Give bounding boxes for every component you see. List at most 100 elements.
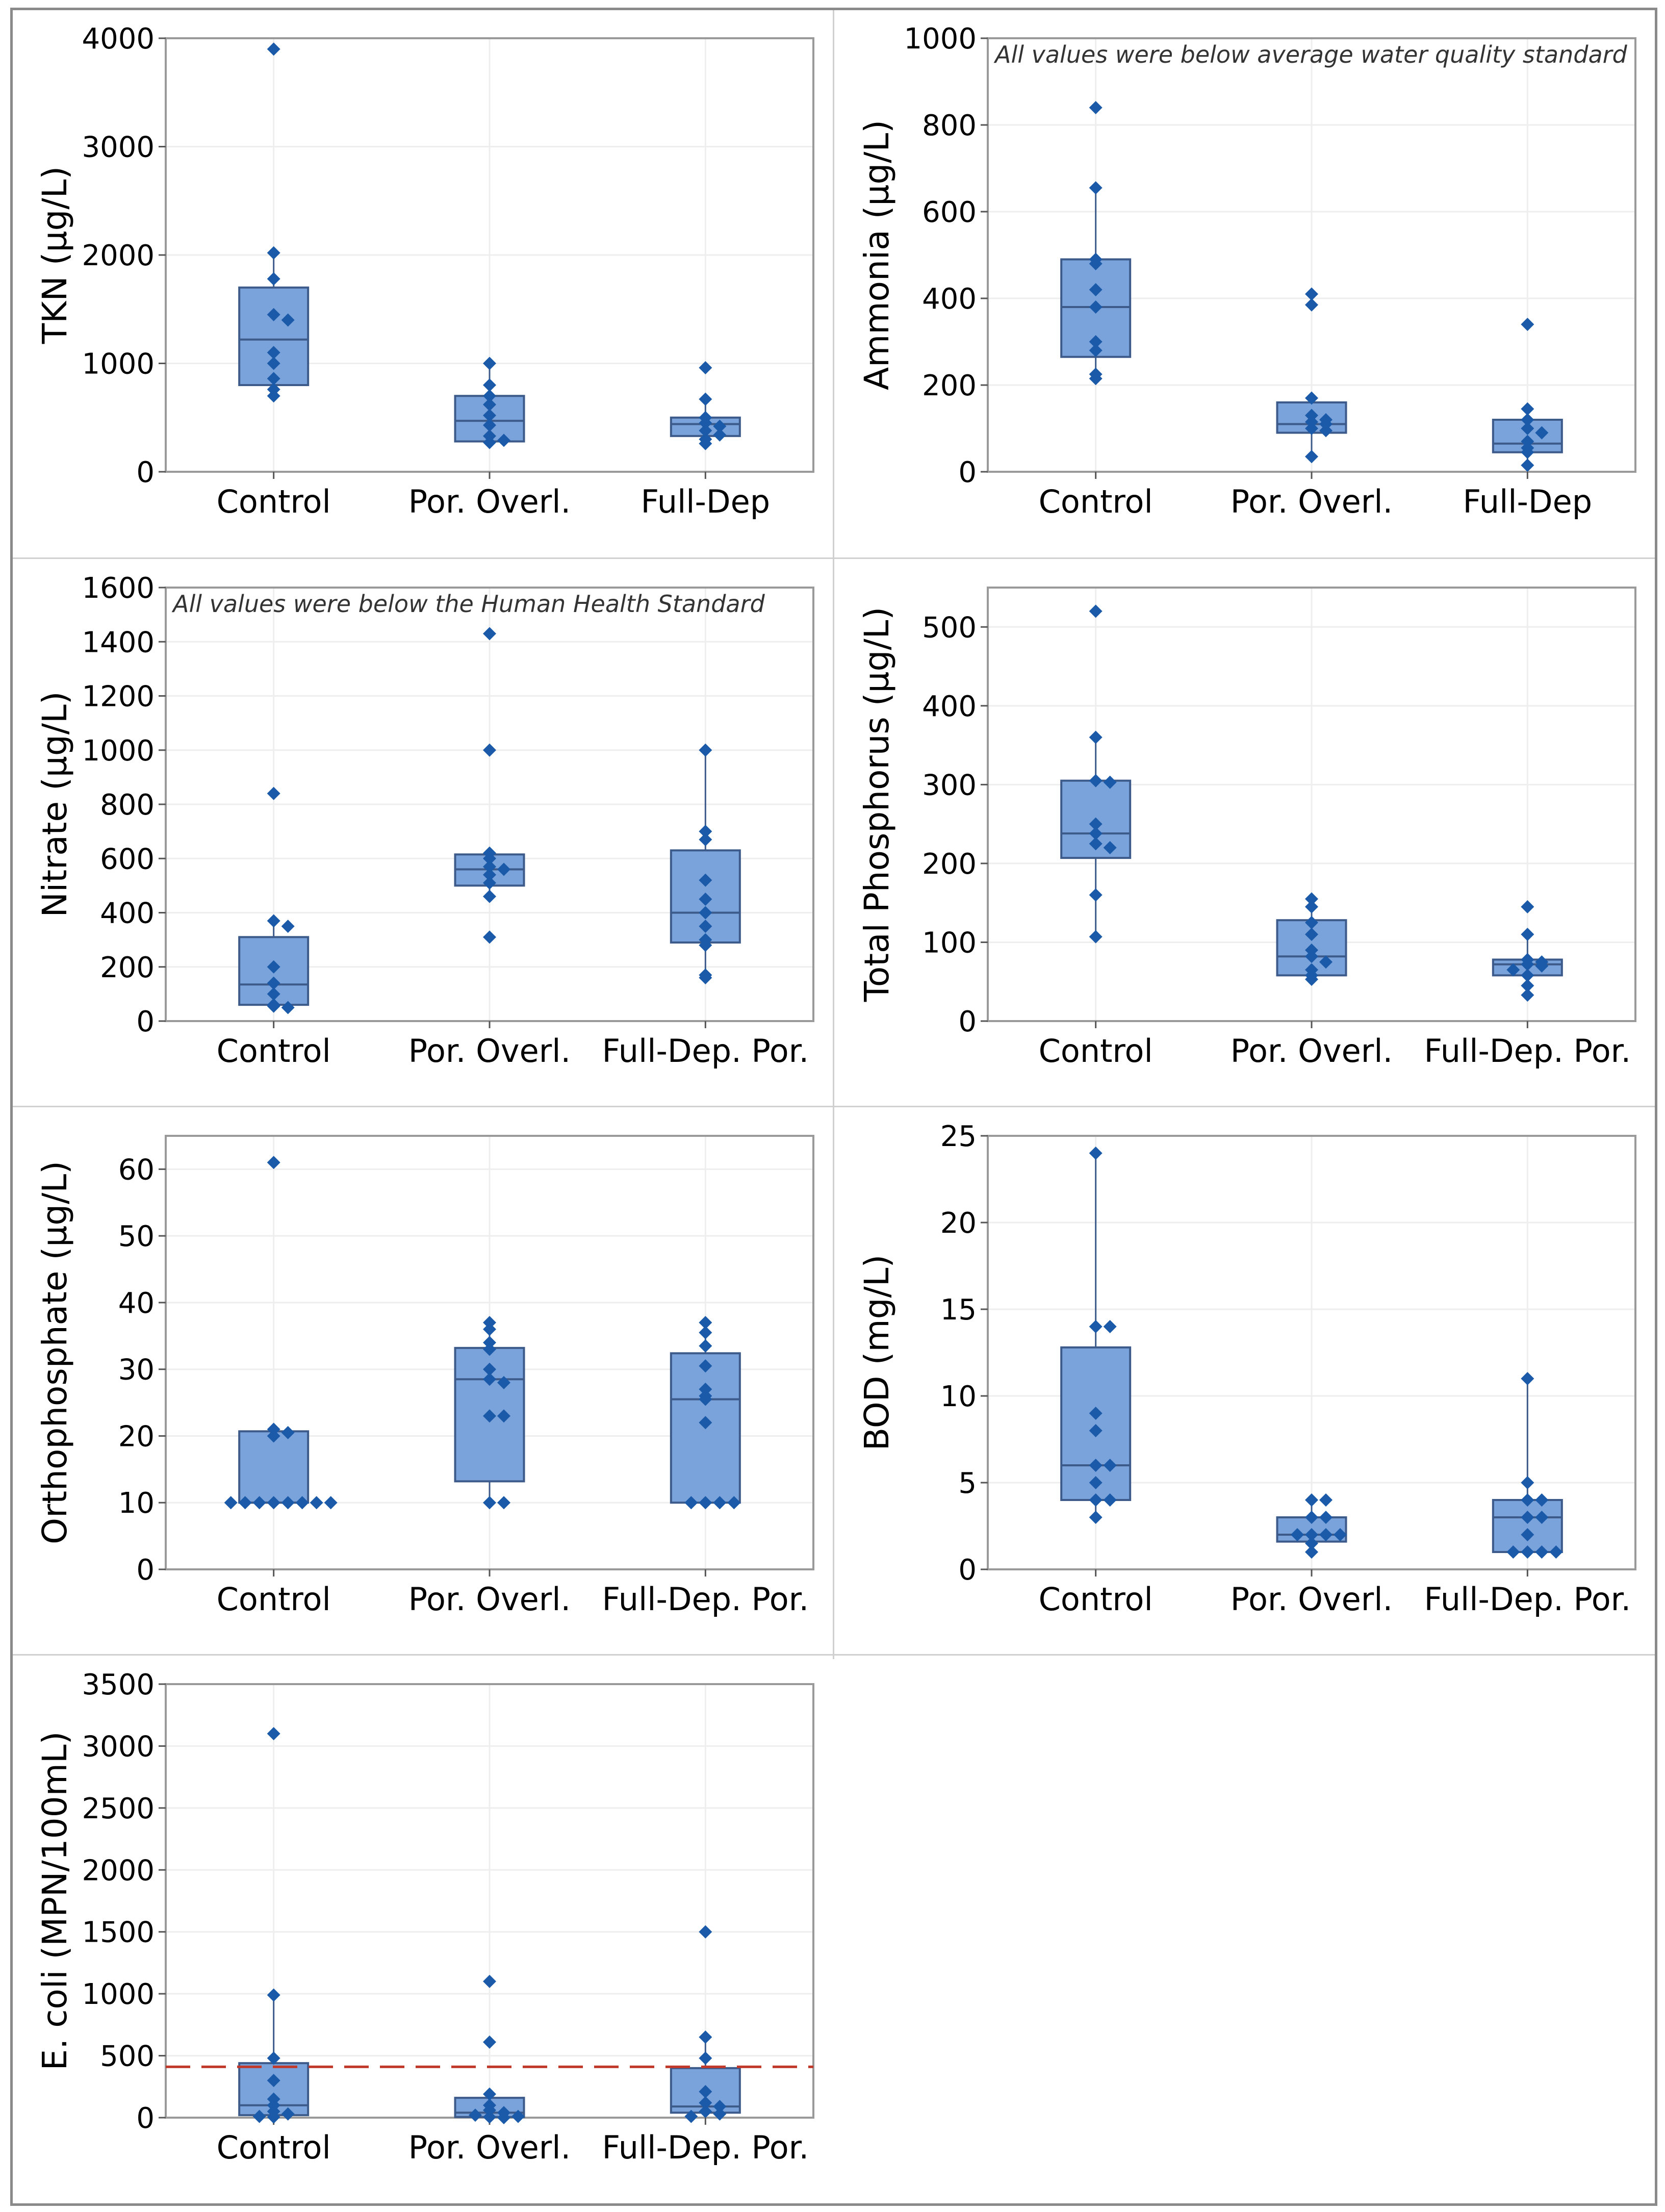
y-tick-label: 400	[922, 690, 977, 723]
x-category-label: Por. Overl.	[1231, 1581, 1393, 1618]
y-tick-label: 1200	[82, 680, 155, 714]
y-tick-label: 0	[958, 1554, 977, 1587]
data-point-por-overl	[1319, 424, 1333, 438]
chart-note: All values were below average water qual…	[993, 41, 1628, 68]
y-tick-label: 1000	[82, 348, 155, 381]
data-point-control	[281, 313, 295, 327]
data-point-control	[281, 1496, 295, 1510]
data-point-full-dep-por	[699, 920, 712, 933]
y-tick-label: 25	[940, 1120, 977, 1153]
y-tick-label: 800	[922, 109, 977, 142]
y-tick-label: 0	[958, 1005, 977, 1038]
row-divider	[13, 1106, 1655, 1107]
bod-panel: 0 5 10 15 20 25 Control Por. Overl. Full-Dep. Po…	[835, 1108, 1656, 1654]
data-point-por-overl	[483, 1336, 496, 1350]
data-point-por-overl	[483, 1323, 496, 1336]
data-point-control	[267, 346, 280, 360]
data-point-por-overl	[1305, 1545, 1318, 1559]
y-tick-label: 800	[100, 789, 155, 822]
data-point-full-dep-por	[699, 2104, 712, 2118]
data-point-por-overl	[497, 862, 510, 876]
data-point-por-overl	[483, 889, 496, 903]
data-point-por-overl	[497, 2111, 510, 2124]
y-axis-label: Ammonia (µg/L)	[857, 120, 896, 390]
data-point-full-dep-por	[699, 825, 712, 838]
data-point-por-overl	[1319, 1493, 1333, 1507]
y-tick-label: 0	[136, 456, 155, 489]
data-point-control	[267, 246, 280, 260]
y-tick-label: 40	[118, 1287, 155, 1320]
x-category-label: Por. Overl.	[408, 483, 571, 520]
data-point-por-overl	[1305, 298, 1318, 312]
data-point-por-overl	[1305, 422, 1318, 435]
row-divider	[13, 1654, 1655, 1656]
data-point-por-overl	[1334, 1528, 1347, 1541]
data-point-control	[1089, 1147, 1103, 1160]
data-point-full-dep-por	[1521, 957, 1534, 971]
data-point-control	[281, 920, 295, 933]
data-point-full-dep	[699, 416, 712, 430]
data-point-por-overl	[483, 1342, 496, 1356]
data-point-por-overl	[1305, 1493, 1318, 1507]
x-category-label: Control	[1039, 1581, 1153, 1618]
data-point-full-dep-por	[699, 1416, 712, 1430]
data-point-por-overl	[1305, 1528, 1318, 1541]
data-point-full-dep-por	[699, 2051, 712, 2065]
y-tick-label: 3500	[82, 1668, 155, 1701]
y-tick-label: 400	[922, 283, 977, 316]
data-point-full-dep-por	[699, 1496, 712, 1510]
data-point-control	[1089, 1511, 1103, 1524]
data-point-por-overl	[483, 1409, 496, 1423]
data-point-full-dep-por	[699, 971, 712, 984]
data-point-full-dep-por	[1549, 1545, 1563, 1559]
data-point-control	[1089, 101, 1103, 114]
data-point-por-overl	[483, 389, 496, 403]
data-point-full-dep	[1521, 459, 1534, 472]
data-point-control	[267, 1429, 280, 1443]
y-tick-label: 20	[940, 1207, 977, 1240]
data-point-control	[267, 372, 280, 386]
y-tick-label: 60	[118, 1153, 155, 1186]
y-axis-label: Nitrate (µg/L)	[35, 691, 74, 917]
data-point-full-dep	[1521, 413, 1534, 426]
data-point-control	[267, 2110, 280, 2124]
orthophosphate-panel: 0 10 20 30 40 50 60 Control Por. Overl. Full-Dep.…	[13, 1108, 834, 1654]
data-point-control	[310, 1496, 323, 1510]
data-point-por-overl	[483, 2103, 496, 2117]
data-point-full-dep-por	[1521, 969, 1534, 982]
y-tick-label: 4000	[82, 22, 155, 56]
data-point-full-dep	[699, 424, 712, 438]
data-point-control	[1089, 837, 1103, 851]
data-point-por-overl	[1305, 928, 1318, 941]
data-point-control	[1089, 730, 1103, 744]
data-point-full-dep-por	[684, 2109, 698, 2123]
data-point-control	[1089, 1424, 1103, 1437]
y-tick-label: 200	[922, 848, 977, 881]
data-point-control	[1089, 1493, 1103, 1507]
data-point-por-overl	[483, 436, 496, 449]
data-point-full-dep-por	[1535, 959, 1549, 973]
y-tick-label: 1000	[904, 22, 977, 56]
data-point-full-dep	[1535, 426, 1549, 440]
data-point-por-overl	[469, 2108, 482, 2122]
data-point-control	[267, 1988, 280, 2002]
data-point-full-dep-por	[699, 833, 712, 847]
figure-frame	[10, 8, 1657, 2206]
data-point-control	[1103, 1320, 1117, 1333]
data-point-por-overl	[483, 398, 496, 412]
data-point-control	[1089, 1459, 1103, 1472]
data-point-full-dep-por	[699, 938, 712, 952]
y-tick-label: 0	[136, 1554, 155, 1587]
data-point-control	[1089, 774, 1103, 787]
data-point-full-dep-por	[1521, 928, 1534, 941]
data-point-full-dep-por	[699, 1359, 712, 1373]
data-point-por-overl	[1305, 900, 1318, 913]
y-tick-label: 400	[100, 897, 155, 930]
data-point-full-dep-por	[1506, 963, 1520, 977]
data-point-por-overl	[483, 876, 496, 890]
bod-chart: 0 5 10 15 20 25 Control Por. Overl. Full-Dep. Po…	[857, 1120, 1636, 1618]
ammonia-chart: 0 200 400 600 800 1000 Control Por. Overl. Full-…	[857, 22, 1636, 520]
x-category-label: Control	[217, 1581, 331, 1618]
data-point-por-overl	[497, 434, 510, 447]
data-point-control	[1089, 257, 1103, 270]
